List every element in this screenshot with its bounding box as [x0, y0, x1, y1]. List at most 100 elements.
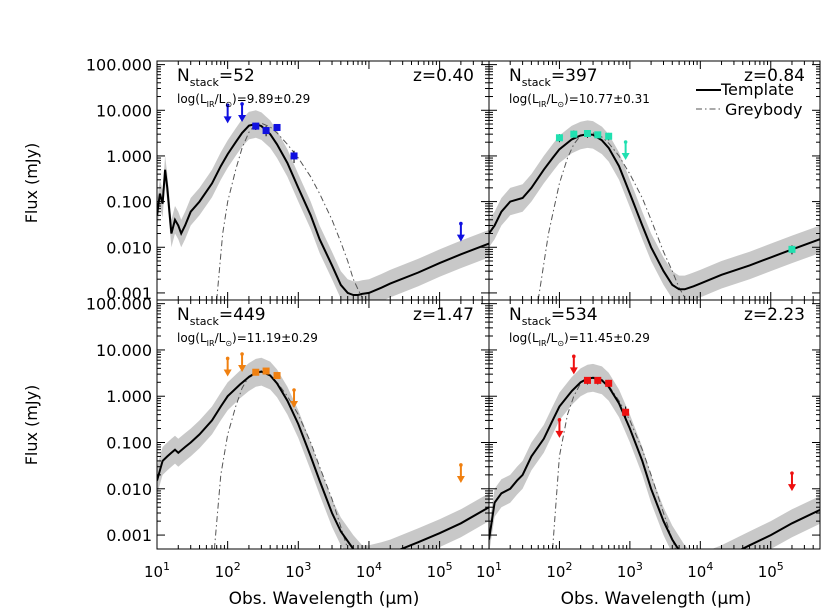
legend-template-label: Template [720, 80, 794, 99]
lir-label-part: IR [539, 100, 547, 109]
lir-label-part: ⊙ [557, 339, 564, 348]
x-tick-base: 10 [476, 563, 495, 581]
lir-label-part: log(L [509, 92, 539, 106]
n-stack-label: Nstack=449 [177, 305, 266, 328]
detection-point [788, 245, 796, 253]
y-tick-label: 100.000 [86, 295, 152, 314]
panels-group: 100.00010.0001.0000.1000.0100.001Nstack=… [86, 56, 821, 581]
detection-point [273, 123, 281, 131]
template-line [157, 370, 489, 549]
y-tick-label: 10.000 [96, 341, 152, 360]
detection-point [570, 130, 578, 138]
n-stack-symbol: N [509, 66, 522, 86]
lir-label-part: )=11.45±0.29 [564, 331, 650, 345]
lir-label: log(LIR/L⊙)=11.45±0.29 [509, 331, 650, 348]
detection-point [252, 368, 260, 376]
upper-limit-cap [225, 356, 230, 361]
lir-label-part: ⊙ [225, 339, 232, 348]
n-stack-value: =534 [551, 305, 598, 325]
lir-label-part: /L [547, 92, 558, 106]
upper-limit-cap [557, 418, 562, 422]
upper-limit-cap [623, 140, 628, 144]
upper-limit-arrow [238, 114, 247, 122]
x-tick-label: 105 [427, 560, 453, 581]
lir-label-part: )=9.89±0.29 [232, 92, 310, 106]
n-stack-subscript: stack [190, 315, 220, 328]
y-tick-label: 0.001 [106, 284, 152, 303]
y-tick-label: 0.001 [106, 526, 152, 545]
y-tick-label: 1.000 [106, 387, 152, 406]
lir-label: log(LIR/L⊙)=9.89±0.29 [177, 92, 310, 109]
lir-label-part: ⊙ [225, 100, 232, 109]
redshift-label: z=1.47 [413, 305, 474, 325]
x-tick-label: 105 [758, 560, 784, 581]
x-tick-base: 10 [144, 563, 163, 581]
panel-bottom-left: 101 102 103 104 105100.00010.0001.0000.1000.… [86, 295, 490, 581]
n-stack-subscript: stack [522, 315, 552, 328]
upper-limit-arrow [223, 369, 232, 377]
panel-top-left: 100.000 10.000 1.000 0.100 0.010 0.001 Nstack=… [86, 56, 490, 303]
panel-plot-area [489, 120, 820, 300]
template-uncertainty-band [489, 120, 820, 300]
y-tick-label: 0.010 [106, 480, 152, 499]
upper-limit-arrow [238, 364, 247, 372]
x-tick-exponent: 3 [304, 560, 311, 573]
detection-point [605, 132, 613, 140]
lir-label: log(LIR/L⊙)=10.77±0.31 [509, 92, 650, 109]
lir-label-part: /L [547, 331, 558, 345]
n-stack-value: =449 [219, 305, 266, 325]
y-tick-label: 0.100 [106, 434, 152, 453]
upper-limit-cap [459, 221, 463, 226]
x-tick-label: 102 [215, 560, 241, 581]
y-tick-label: 1.000 [106, 147, 152, 166]
detection-point [252, 122, 260, 130]
lir-label: log(LIR/L⊙)=11.19±0.29 [177, 331, 318, 348]
redshift-label: z=0.40 [413, 66, 474, 86]
lir-label-part: /L [215, 331, 226, 345]
upper-limit-cap [292, 388, 296, 392]
x-tick-exponent: 5 [777, 560, 784, 573]
detection-point [583, 376, 591, 384]
upper-limit-arrow [290, 401, 299, 409]
x-tick-label: 103 [617, 560, 643, 581]
x-tick-label: 101 [144, 560, 170, 581]
panel-plot-area [157, 352, 489, 549]
lir-label-part: IR [207, 339, 215, 348]
lir-label-part: IR [207, 100, 215, 109]
x-tick-label: 102 [546, 560, 572, 581]
n-stack-symbol: N [509, 305, 522, 325]
n-stack-value: =52 [219, 66, 255, 86]
detection-point [273, 372, 281, 380]
lir-label-part: /L [215, 92, 226, 106]
x-tick-base: 10 [758, 563, 777, 581]
template-uncertainty-band [157, 110, 489, 300]
n-stack-value: =397 [551, 66, 598, 86]
y-tick-label: 100.000 [86, 56, 152, 75]
panel-frame [488, 299, 821, 550]
detection-point [605, 379, 613, 387]
upper-limit-arrow [555, 430, 564, 438]
x-tick-label: 103 [285, 560, 311, 581]
x-tick-exponent: 2 [565, 560, 572, 573]
x-tick-exponent: 4 [706, 560, 713, 573]
redshift-label: z=2.23 [744, 305, 805, 325]
panel-plot-area [489, 354, 820, 549]
upper-limit-arrow [456, 234, 465, 242]
template-uncertainty-band [489, 363, 820, 549]
x-tick-base: 10 [427, 563, 446, 581]
y-tick-label: 0.010 [106, 238, 152, 257]
detection-point [622, 408, 630, 416]
x-tick-exponent: 4 [375, 560, 382, 573]
detection-point [594, 131, 602, 139]
upper-limit-arrow [223, 116, 232, 124]
upper-limit-cap [790, 471, 794, 475]
lir-label-part: IR [539, 339, 547, 348]
x-tick-exponent: 1 [163, 560, 170, 573]
panel-plot-area [157, 102, 489, 300]
detection-point [583, 130, 591, 138]
lir-label-part: )=10.77±0.31 [564, 92, 650, 106]
x-tick-label: 104 [687, 560, 713, 581]
x-tick-base: 10 [546, 563, 565, 581]
panel-top-right: Nstack=397 log(LIR/L⊙)=10.77±0.31 z=0.84 [488, 60, 821, 301]
